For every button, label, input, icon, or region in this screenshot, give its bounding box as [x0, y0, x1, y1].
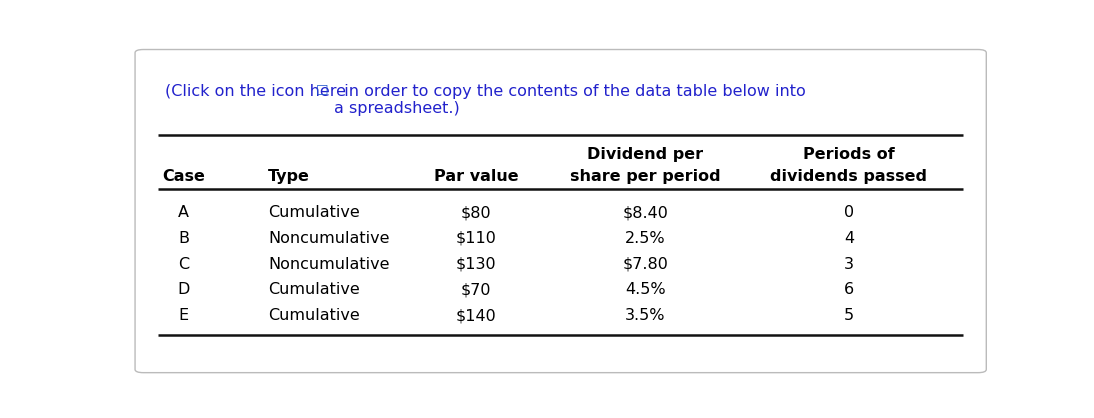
Text: Type: Type [268, 169, 310, 184]
Text: 3.5%: 3.5% [625, 308, 666, 323]
Text: (Click on the icon here: (Click on the icon here [165, 84, 351, 99]
Text: B: B [178, 231, 189, 246]
Text: 4: 4 [843, 231, 854, 246]
Text: E: E [178, 308, 188, 323]
Text: $7.80: $7.80 [622, 257, 668, 272]
Text: Noncumulative: Noncumulative [268, 231, 389, 246]
Text: 0: 0 [843, 205, 854, 220]
Text: share per period: share per period [570, 169, 721, 184]
Text: $70: $70 [461, 283, 491, 298]
Text: $130: $130 [455, 257, 497, 272]
Text: Noncumulative: Noncumulative [268, 257, 389, 272]
Text: 6: 6 [843, 283, 854, 298]
Text: $140: $140 [455, 308, 497, 323]
Text: A: A [178, 205, 189, 220]
Text: Cumulative: Cumulative [268, 283, 360, 298]
Text: D: D [177, 283, 189, 298]
Text: Par value: Par value [433, 169, 519, 184]
Text: dividends passed: dividends passed [770, 169, 928, 184]
Text: Dividend per: Dividend per [587, 147, 703, 162]
Text: 5: 5 [843, 308, 854, 323]
Text: in order to copy the contents of the data table below into
a spreadsheet.): in order to copy the contents of the dat… [334, 84, 805, 116]
Text: 2.5%: 2.5% [625, 231, 666, 246]
Text: Cumulative: Cumulative [268, 308, 360, 323]
Text: Periods of: Periods of [803, 147, 895, 162]
Text: Case: Case [162, 169, 205, 184]
Text: C: C [178, 257, 189, 272]
Text: 3: 3 [843, 257, 854, 272]
FancyBboxPatch shape [135, 49, 987, 373]
Text: $110: $110 [455, 231, 497, 246]
Text: $8.40: $8.40 [622, 205, 668, 220]
Text: Cumulative: Cumulative [268, 205, 360, 220]
Text: □: □ [315, 82, 328, 95]
Text: 4.5%: 4.5% [625, 283, 666, 298]
Text: $80: $80 [461, 205, 491, 220]
